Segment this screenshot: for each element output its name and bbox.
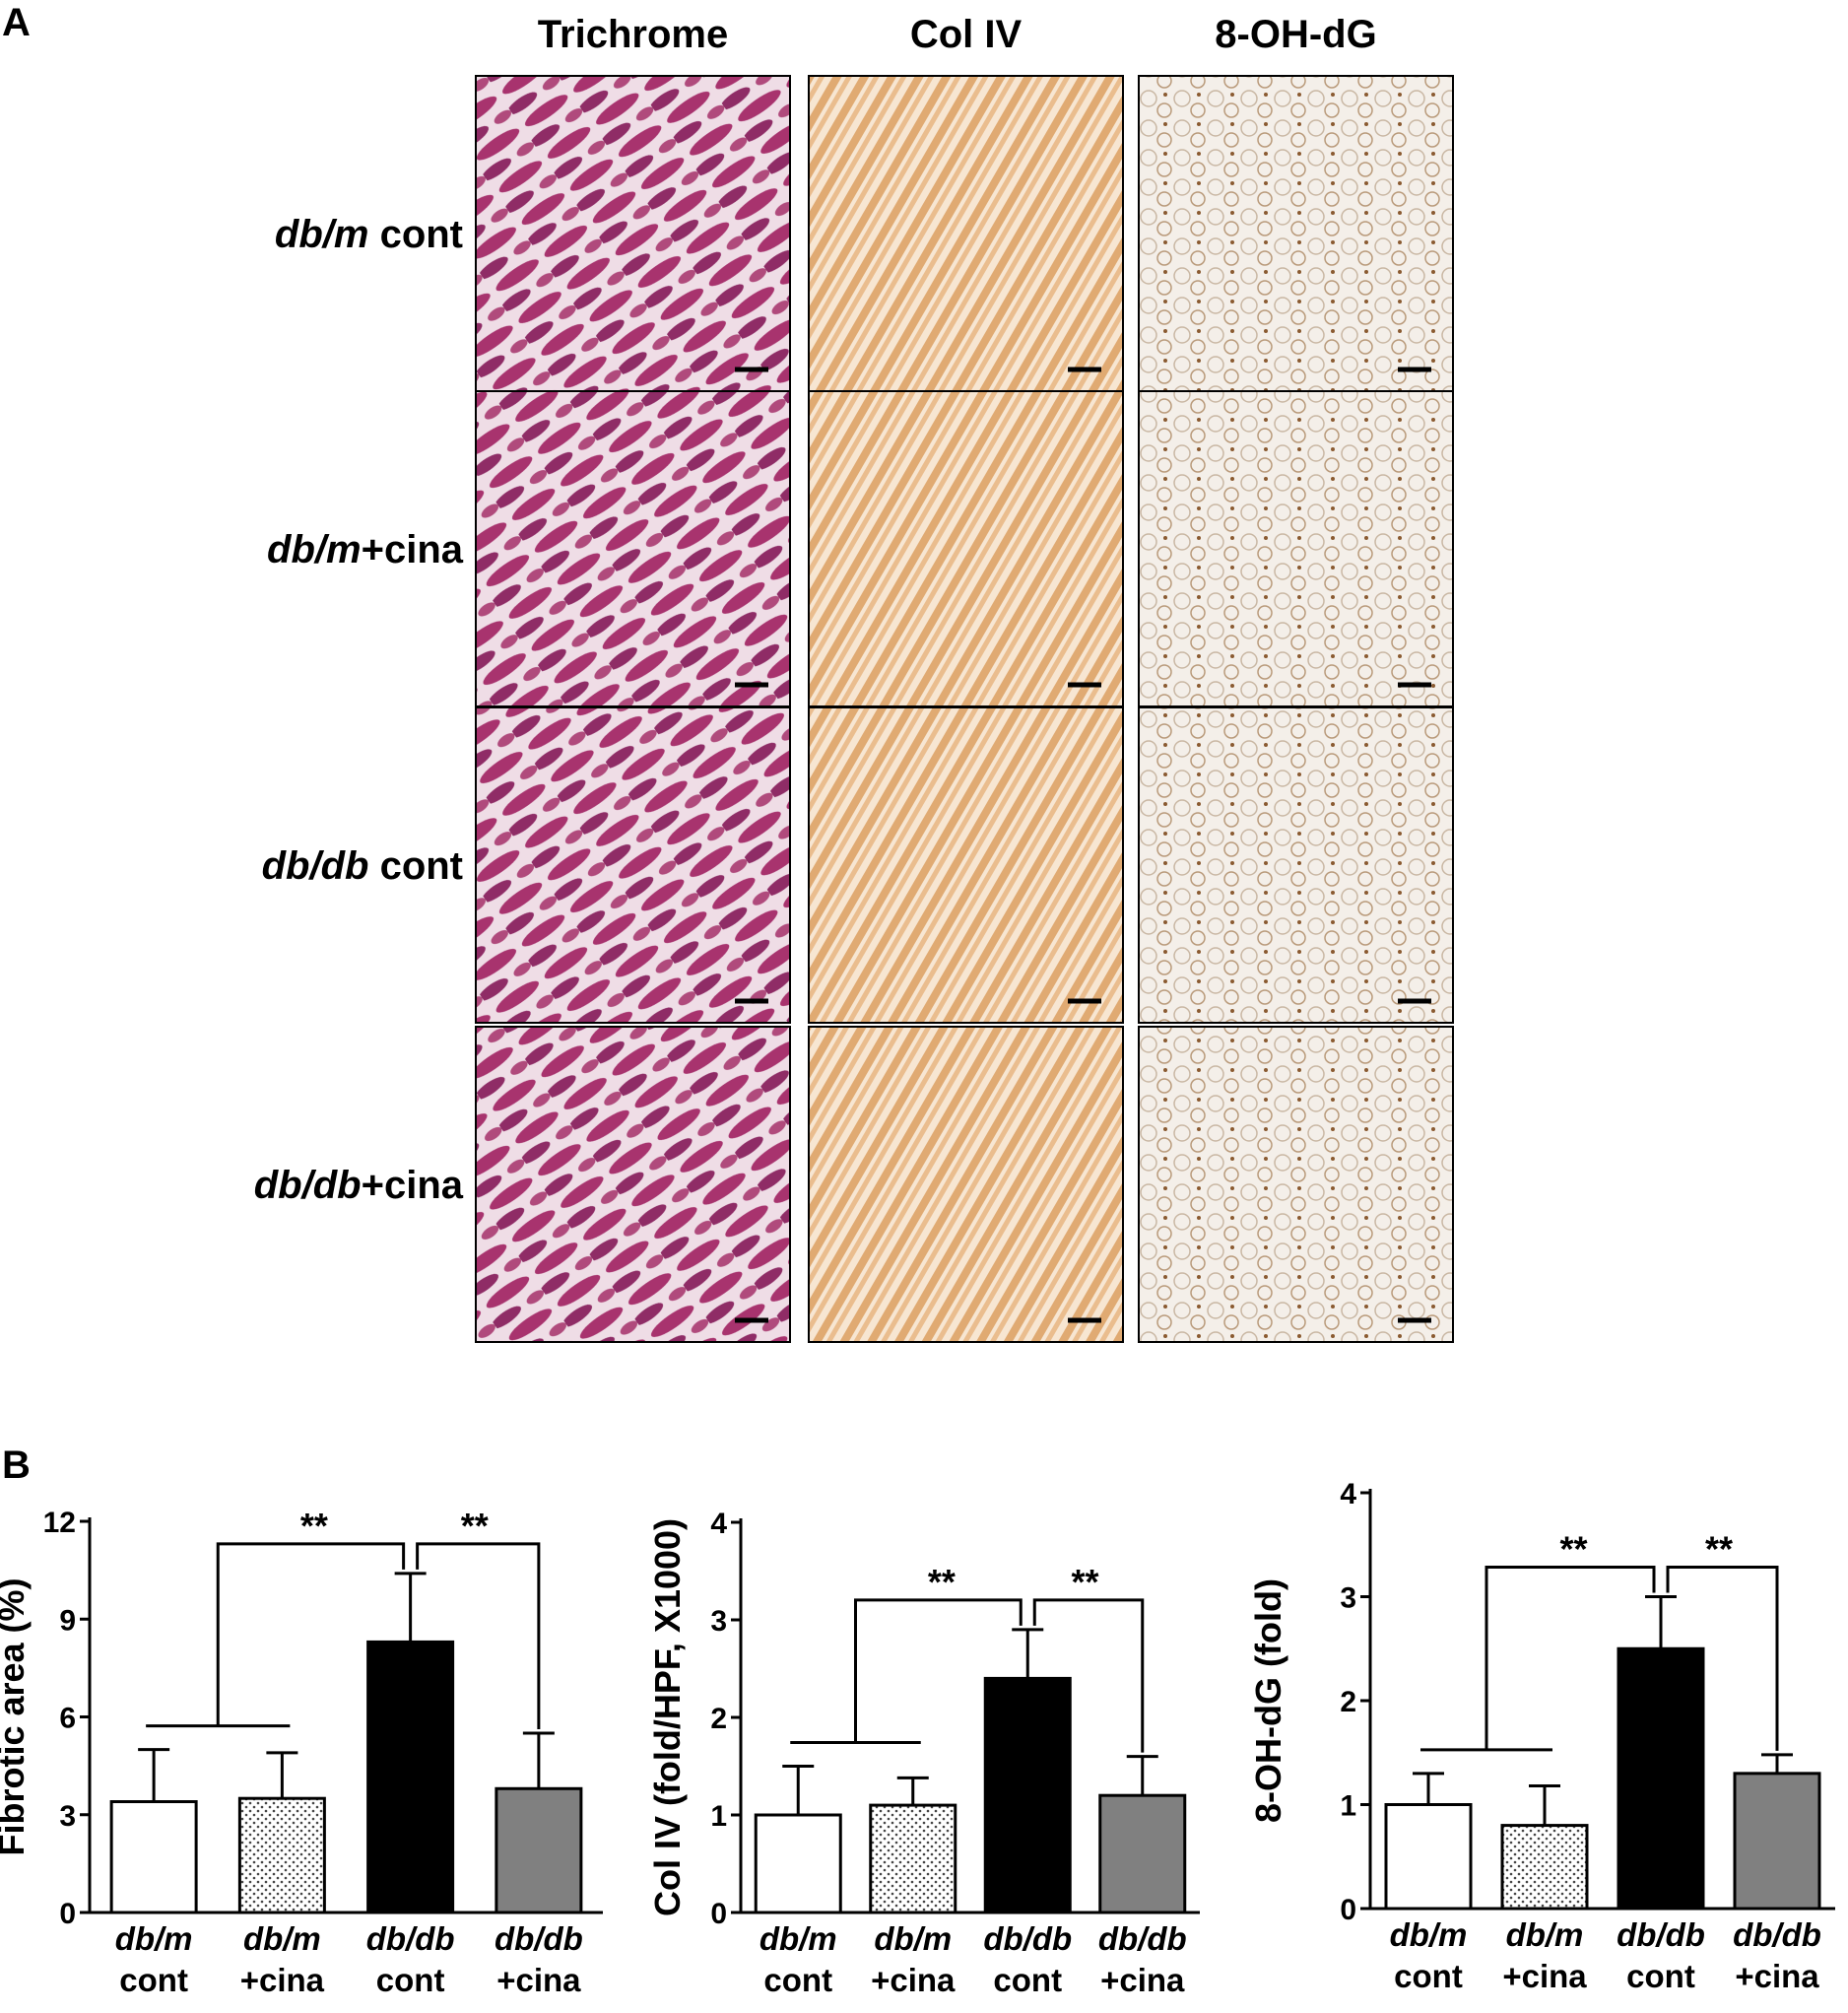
row-label: db/db cont — [262, 844, 463, 888]
bar — [983, 1676, 1072, 1914]
significance: ** — [300, 1506, 328, 1546]
x-tick-label: cont — [1394, 1958, 1463, 1994]
bar — [237, 1796, 326, 1914]
y-tick-label: 12 — [43, 1507, 76, 1539]
column-header: 8-OH-dG — [1215, 13, 1376, 56]
x-tick-label: db/m — [1506, 1916, 1584, 1953]
micrograph — [1138, 75, 1454, 392]
y-tick-label: 2 — [1340, 1686, 1356, 1718]
x-tick-label: cont — [763, 1962, 832, 1998]
x-tick-label: +cina — [1100, 1962, 1185, 1998]
micrograph — [475, 75, 791, 392]
x-tick-label: +cina — [240, 1962, 325, 1998]
bracket — [416, 1542, 541, 1730]
bracket — [854, 1598, 1023, 1743]
column-header: Col IV — [910, 13, 1023, 56]
bracket — [216, 1542, 406, 1726]
x-tick-label: +cina — [1502, 1958, 1587, 1994]
bar — [869, 1803, 957, 1914]
bar — [366, 1640, 455, 1914]
x-tick-label: db/db — [1098, 1920, 1187, 1957]
y-tick-label: 4 — [710, 1508, 727, 1540]
y-axis-label: Col IV (fold/HPF, X1000) — [647, 1518, 688, 1916]
y-tick-label: 1 — [1340, 1790, 1356, 1823]
y-tick-label: 0 — [59, 1898, 76, 1930]
bracket — [1666, 1566, 1779, 1751]
y-tick-label: 0 — [710, 1898, 727, 1930]
y-tick-label: 3 — [59, 1800, 76, 1833]
y-tick-label: 3 — [710, 1605, 727, 1638]
panel-label: A — [2, 1, 31, 44]
bar — [1733, 1772, 1821, 1911]
micrograph — [808, 390, 1124, 707]
x-tick-label: +cina — [871, 1962, 956, 1998]
bar — [109, 1800, 198, 1914]
x-tick-label: db/m — [874, 1920, 952, 1957]
x-tick-label: db/db — [366, 1920, 455, 1957]
bar — [495, 1786, 583, 1914]
y-axis-label: Fibrotic area (%) — [0, 1577, 32, 1855]
row-label: db/m cont — [275, 213, 463, 256]
x-tick-label: db/db — [1733, 1916, 1821, 1953]
bar — [1098, 1793, 1187, 1914]
y-tick-label: 2 — [710, 1703, 727, 1735]
row-label-plain: +cina — [362, 1164, 464, 1207]
micrograph — [475, 390, 791, 707]
y-tick-label: 3 — [1340, 1582, 1356, 1615]
micrograph — [475, 706, 791, 1024]
x-tick-label: db/m — [243, 1920, 321, 1957]
row-label-italic: db/m — [267, 528, 362, 571]
micrograph-grid — [475, 75, 1454, 1343]
x-tick-label: db/db — [983, 1920, 1072, 1957]
x-tick-label: db/db — [495, 1920, 583, 1957]
micrograph — [808, 706, 1124, 1024]
y-tick-label: 1 — [710, 1800, 727, 1833]
panel-label: B — [2, 1443, 31, 1487]
x-tick-label: cont — [993, 1962, 1062, 1998]
row-label-italic: db/db — [262, 844, 369, 888]
x-tick-label: cont — [119, 1962, 188, 1998]
y-tick-label: 0 — [1340, 1894, 1356, 1926]
bar — [1384, 1803, 1473, 1911]
micrograph — [475, 1026, 791, 1343]
significance: ** — [1559, 1529, 1587, 1570]
micrograph — [1138, 706, 1454, 1024]
row-label-plain: +cina — [362, 528, 464, 571]
row-label: db/db+cina — [254, 1164, 464, 1207]
x-tick-label: db/m — [759, 1920, 837, 1957]
y-tick-label: 6 — [59, 1703, 76, 1735]
y-axis-label: 8-OH-dG (fold) — [1248, 1578, 1288, 1823]
micrograph — [808, 1026, 1124, 1343]
bracket — [1032, 1598, 1145, 1753]
column-header: Trichrome — [538, 13, 728, 56]
micrograph — [808, 75, 1124, 392]
x-tick-label: db/db — [1617, 1916, 1705, 1953]
x-tick-label: cont — [1626, 1958, 1695, 1994]
micrograph — [1138, 1026, 1454, 1343]
row-label-italic: db/db — [254, 1164, 362, 1207]
y-tick-label: 9 — [59, 1604, 76, 1637]
bar — [1500, 1824, 1589, 1911]
x-tick-label: +cina — [1735, 1958, 1819, 1994]
row-label: db/m+cina — [267, 528, 464, 571]
bar — [754, 1813, 842, 1914]
row-label-plain: cont — [368, 844, 463, 888]
x-tick-label: db/m — [1390, 1916, 1468, 1953]
x-tick-label: cont — [376, 1962, 445, 1998]
row-label-italic: db/m — [275, 213, 369, 256]
significance: ** — [1705, 1529, 1733, 1570]
bar — [1617, 1646, 1705, 1911]
significance: ** — [928, 1562, 956, 1602]
x-tick-label: db/m — [115, 1920, 193, 1957]
bracket — [1485, 1566, 1656, 1750]
micrograph — [1138, 390, 1454, 707]
y-tick-label: 4 — [1340, 1478, 1356, 1510]
row-label-plain: cont — [368, 213, 463, 256]
significance: ** — [461, 1506, 489, 1546]
x-tick-label: +cina — [496, 1962, 581, 1998]
significance: ** — [1071, 1562, 1098, 1602]
